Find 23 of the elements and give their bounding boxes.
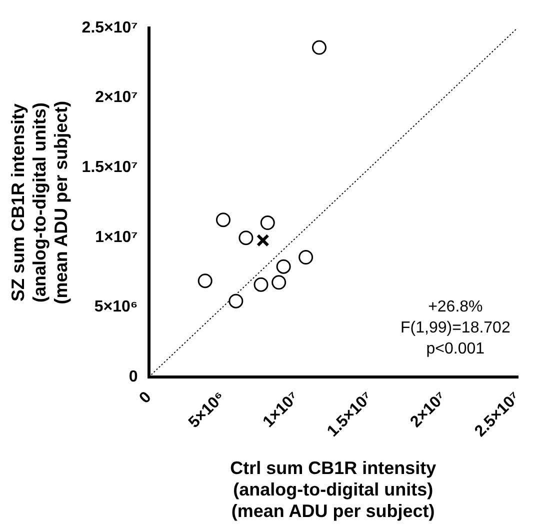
annotation: p<0.001: [426, 340, 485, 358]
point: [228, 294, 244, 308]
point: [312, 40, 326, 55]
annotation: +26.8%: [428, 298, 483, 316]
point: [216, 212, 230, 228]
y-tick-label: 1×10⁷: [95, 228, 138, 246]
y-axis-title: SZ sum CB1R intensity (analog-to-digital units) (mean ADU per subject): [8, 100, 71, 304]
point: [256, 234, 270, 247]
y-tick-label: 2.5×10⁷: [82, 19, 138, 36]
y-tick-label: 1.5×10⁷: [82, 159, 138, 176]
point: [254, 277, 268, 292]
annotation: F(1,99)=18.702: [400, 319, 510, 336]
x-tick-label: 0: [136, 388, 155, 408]
point: [198, 274, 212, 288]
point: [272, 275, 286, 290]
point: [260, 216, 275, 230]
point: [276, 259, 291, 274]
y-tick-label: 0: [128, 368, 138, 386]
point: [298, 250, 314, 264]
x-axis-title: Ctrl sum CB1R intensity (analog-to-digital units) (mean ADU per subject): [230, 458, 436, 522]
point: [238, 230, 254, 246]
y-tick-label: 5×10⁶: [94, 298, 138, 316]
y-tick-label: 2×10⁷: [95, 89, 138, 106]
